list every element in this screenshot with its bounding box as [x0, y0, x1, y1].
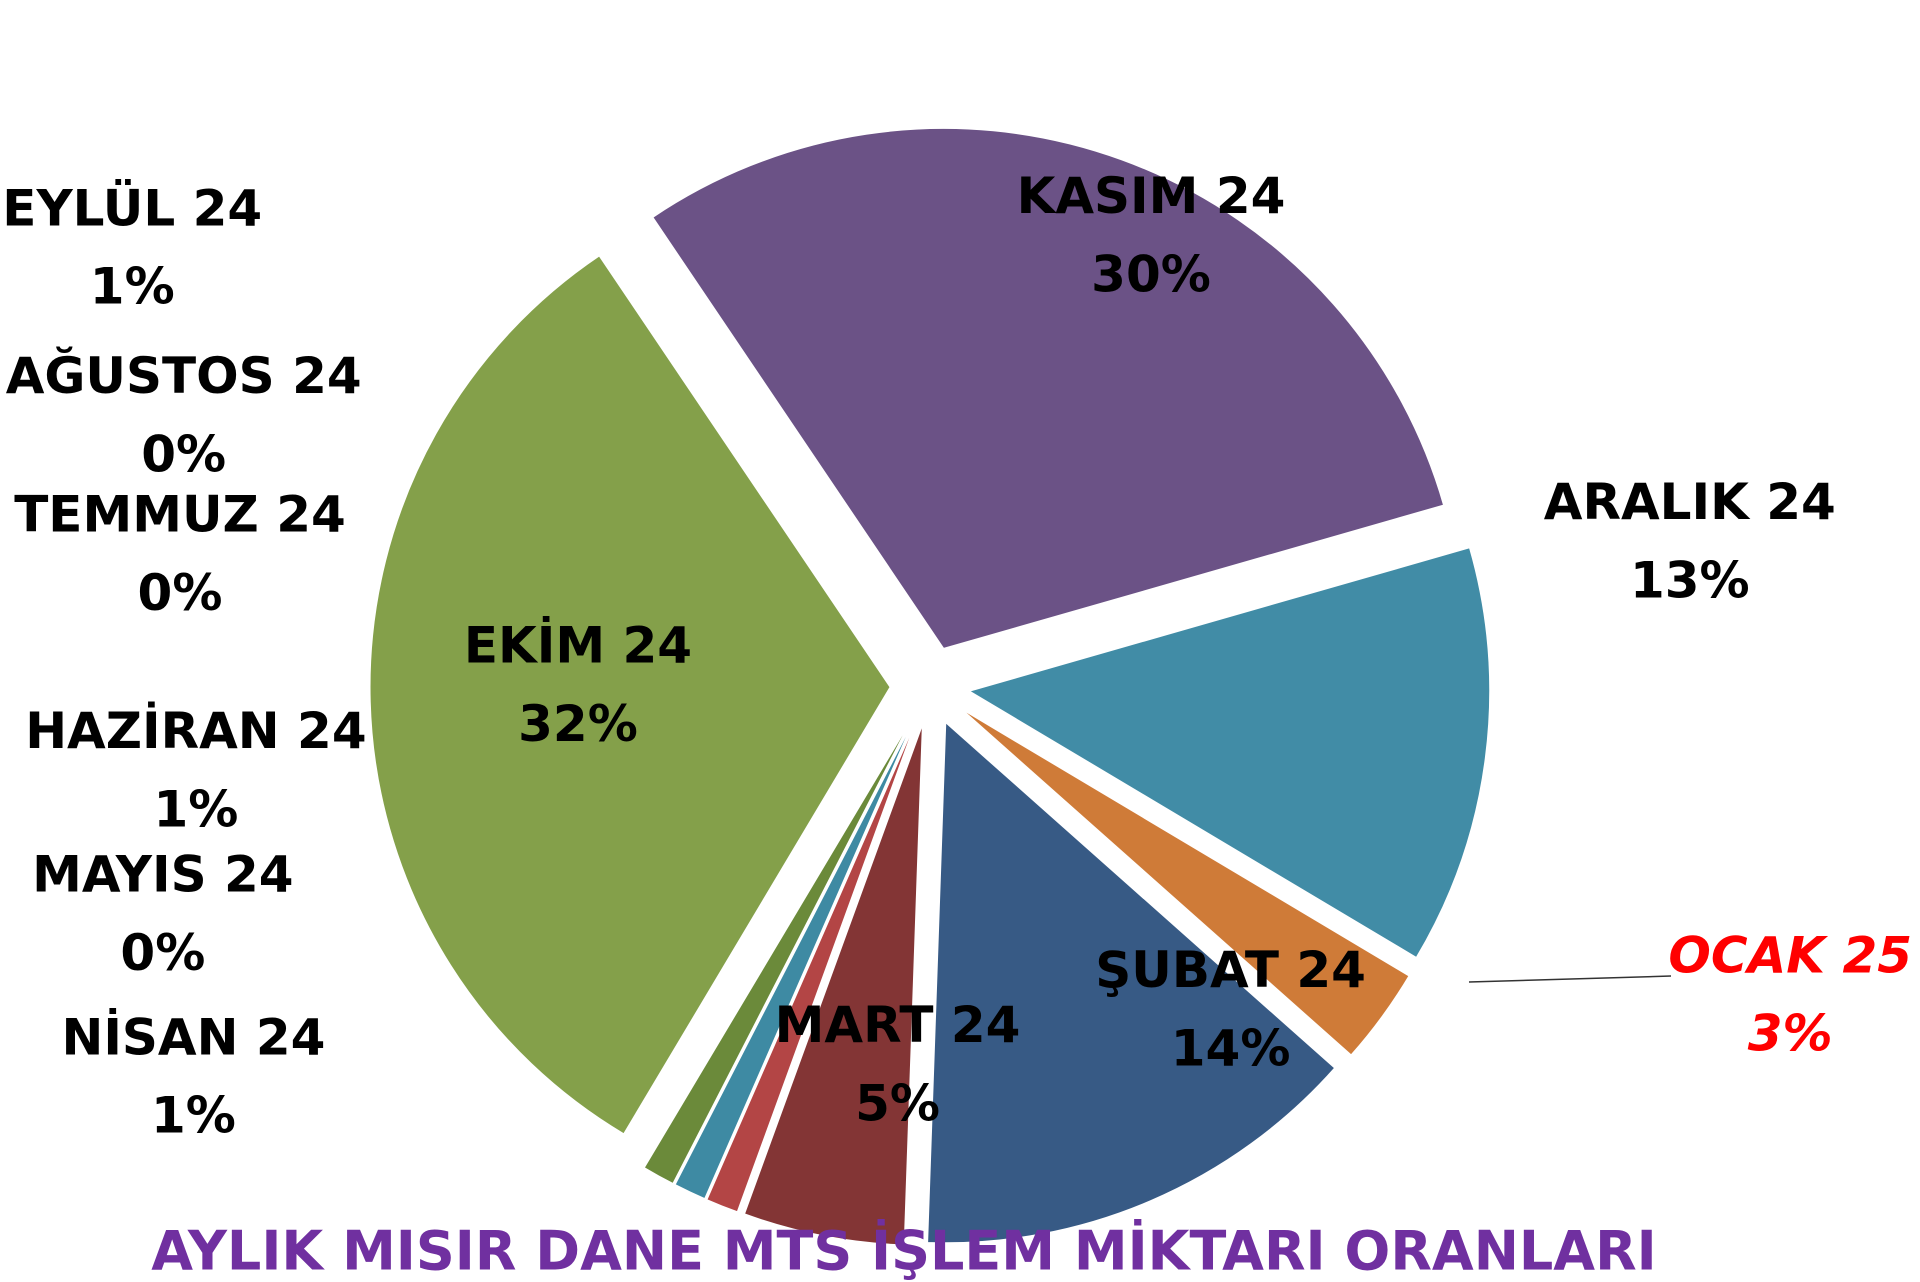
pie-slice [705, 722, 915, 1200]
pie-slice [652, 127, 1445, 649]
pie-slice [369, 255, 891, 1135]
slice-label: OCAK 25 [1668, 926, 1912, 984]
slice-value-label: 30% [1091, 245, 1211, 303]
slice-label: KASIM 24 [1017, 167, 1286, 225]
slice-label: AĞUSTOS 24 [6, 346, 362, 405]
slice-label: NİSAN 24 [61, 1008, 325, 1066]
slice-label: HAZİRAN 24 [25, 702, 366, 760]
slice-value-label: 0% [141, 425, 226, 483]
pie-slice [968, 547, 1491, 959]
pie-slice [674, 721, 914, 1200]
slice-value-label: 0% [138, 564, 223, 622]
slice-value-label: 1% [151, 1087, 236, 1145]
slice-value-label: 14% [1171, 1019, 1291, 1077]
slice-value-label: 32% [518, 695, 638, 753]
leader-line [1468, 975, 1672, 983]
slice-value-label: 1% [90, 258, 175, 316]
slice-value-label: 1% [153, 781, 238, 839]
slice-value-label: 13% [1630, 552, 1750, 610]
slice-label: ŞUBAT 24 [1095, 941, 1366, 999]
slice-value-label: 3% [1748, 1005, 1833, 1063]
pie-slice [673, 721, 913, 1185]
pie-slice [643, 720, 912, 1185]
pie-slice [706, 722, 916, 1213]
slice-label: ARALIK 24 [1544, 473, 1836, 531]
slice-label: MART 24 [775, 996, 1021, 1054]
chart-title: AYLIK MISIR DANE MTS İŞLEM MİKTARI ORANL… [151, 1220, 1657, 1282]
pie-slice [927, 721, 1336, 1244]
slice-value-label: 0% [120, 924, 205, 982]
slice-value-label: 5% [855, 1074, 940, 1132]
slice-label: MAYIS 24 [32, 845, 293, 903]
slice-label: TEMMUZ 24 [14, 485, 346, 543]
slice-label: EYLÜL 24 [2, 178, 262, 237]
pie-slice [961, 709, 1410, 1056]
slice-label: EKİM 24 [464, 616, 692, 674]
pie-slice [743, 725, 923, 1246]
